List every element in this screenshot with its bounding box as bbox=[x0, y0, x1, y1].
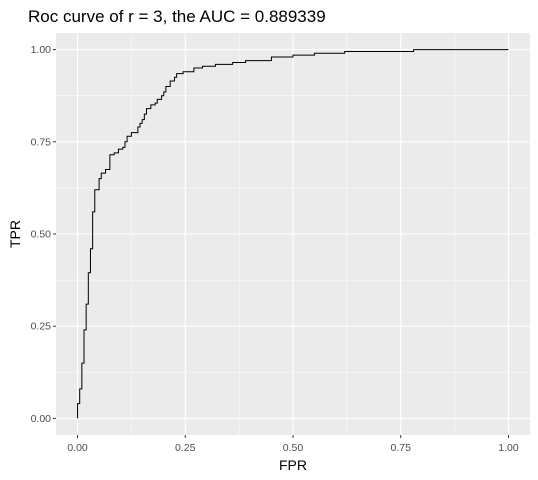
x-axis-ticks: 0.00 0.25 0.50 0.75 1.00 bbox=[67, 435, 519, 454]
roc-curve-line bbox=[77, 49, 509, 419]
major-gridlines bbox=[56, 33, 530, 435]
y-tick-label: 0.50 bbox=[31, 229, 52, 241]
y-axis-title: TPR bbox=[7, 220, 23, 248]
x-axis-title: FPR bbox=[279, 457, 307, 473]
y-axis-ticks: 0.00 0.25 0.50 0.75 1.00 bbox=[31, 44, 56, 425]
x-tick-label: 0.75 bbox=[391, 442, 412, 454]
y-tick-label: 0.75 bbox=[31, 136, 52, 148]
x-tick-label: 0.50 bbox=[283, 442, 304, 454]
x-tick-label: 0.00 bbox=[67, 442, 88, 454]
x-tick-label: 0.25 bbox=[175, 442, 196, 454]
x-tick-label: 1.00 bbox=[498, 442, 519, 454]
y-tick-label: 0.25 bbox=[31, 321, 52, 333]
y-tick-label: 0.00 bbox=[31, 413, 52, 425]
chart-title: Roc curve of r = 3, the AUC = 0.889339 bbox=[28, 7, 326, 26]
y-tick-label: 1.00 bbox=[31, 44, 52, 56]
